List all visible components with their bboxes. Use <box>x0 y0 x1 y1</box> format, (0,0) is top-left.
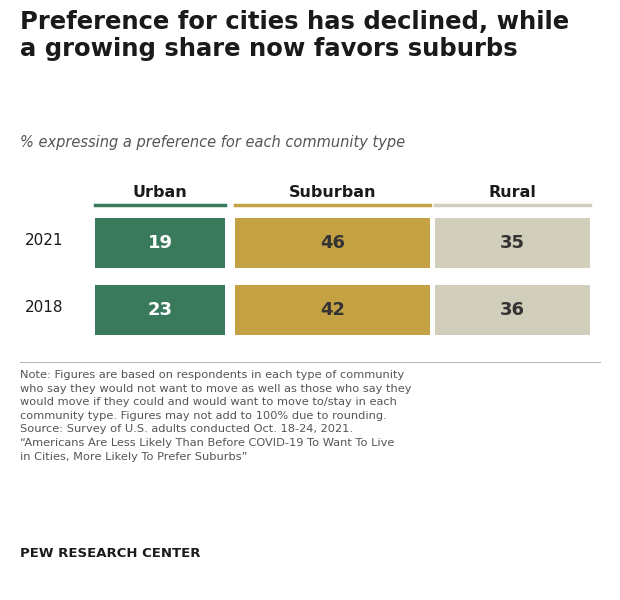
Text: 35: 35 <box>500 234 525 252</box>
Text: 2018: 2018 <box>25 300 63 315</box>
Text: 36: 36 <box>500 301 525 319</box>
Text: PEW RESEARCH CENTER: PEW RESEARCH CENTER <box>20 547 200 560</box>
Text: 19: 19 <box>148 234 172 252</box>
Text: Rural: Rural <box>489 185 536 200</box>
Text: Urban: Urban <box>133 185 187 200</box>
Text: Suburban: Suburban <box>289 185 376 200</box>
Text: Preference for cities has declined, while
a growing share now favors suburbs: Preference for cities has declined, whil… <box>20 10 569 61</box>
Text: % expressing a preference for each community type: % expressing a preference for each commu… <box>20 135 405 150</box>
Text: 42: 42 <box>320 301 345 319</box>
Text: Note: Figures are based on respondents in each type of community
who say they wo: Note: Figures are based on respondents i… <box>20 370 412 461</box>
Text: 2021: 2021 <box>25 233 63 248</box>
Text: 23: 23 <box>148 301 172 319</box>
Text: 46: 46 <box>320 234 345 252</box>
